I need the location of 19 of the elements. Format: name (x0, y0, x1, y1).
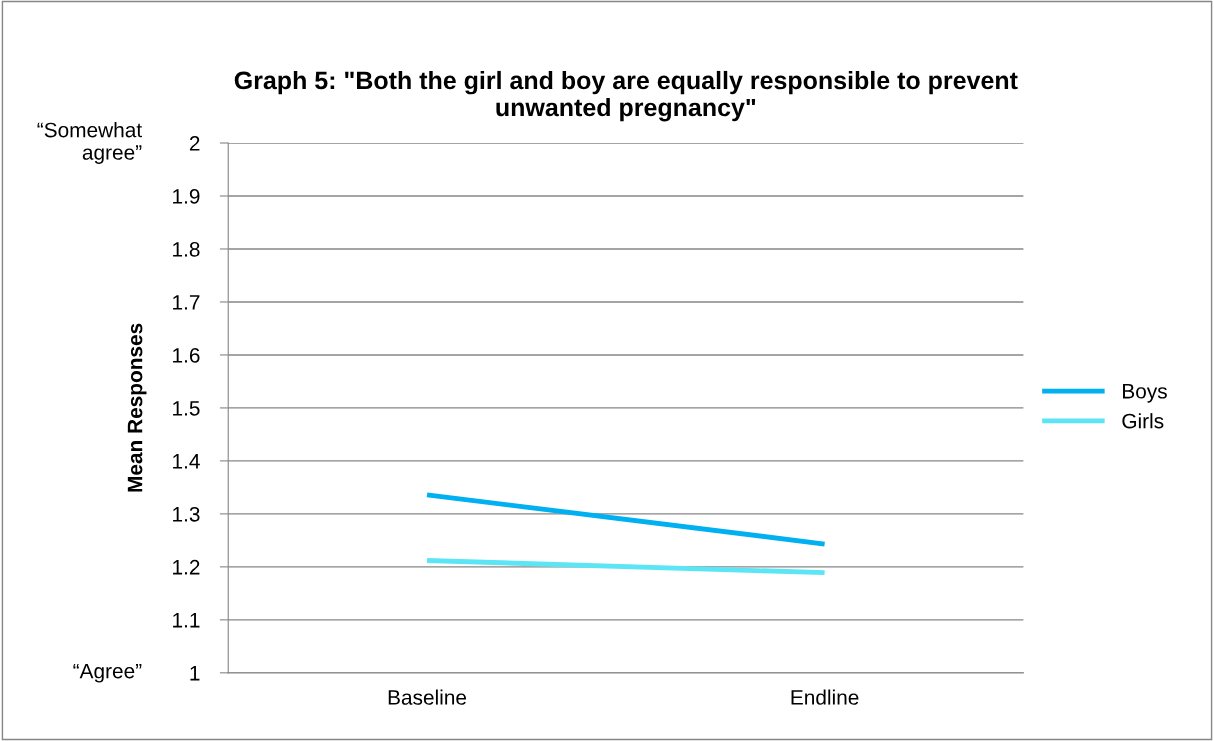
y-tick-label: 1.9 (173, 189, 200, 204)
y-tick-label: 1.7 (173, 295, 200, 310)
legend-label: Girls (1122, 413, 1164, 429)
y-tick-label: 1.5 (173, 401, 200, 416)
y-tick-label: 1.3 (173, 506, 200, 522)
x-tick-label: Baseline (388, 689, 467, 705)
y-tick-label: 1.1 (173, 613, 200, 628)
y-axis-title: Mean Responses (127, 323, 147, 492)
y-tick-label: 1.8 (173, 241, 200, 257)
y-tick-label: 1.2 (173, 559, 200, 575)
y-tick-label: 2 (189, 136, 200, 151)
legend-label: Boys (1123, 384, 1167, 403)
y-tick-label: 1 (190, 666, 200, 681)
text: “Somewhat agree” (37, 122, 142, 164)
y-tick-label: 1.4 (173, 454, 200, 469)
text: “Agree” (73, 663, 142, 683)
chart-title: Graph 5: "Both the girl and boy are equally responsible to prevent unwanted pregnancy" (234, 70, 1018, 122)
y-tick-label: 1.6 (173, 347, 200, 363)
x-tick-label: Endline (791, 689, 859, 705)
